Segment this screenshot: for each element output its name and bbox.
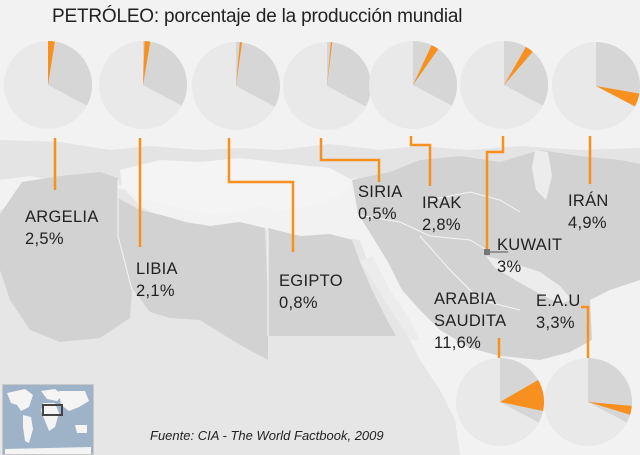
kuwait-marker	[484, 249, 490, 255]
label-iran: IRÁN 4,9%	[568, 190, 609, 234]
label-arabia-saudita: ARABIA SAUDITA 11,6%	[434, 288, 506, 354]
country-value: 0,5%	[358, 205, 397, 223]
country-name: EGIPTO	[279, 272, 343, 290]
pie-ir-n	[552, 42, 640, 130]
country-name: ARABIA	[434, 290, 497, 308]
label-argelia: ARGELIA 2,5%	[25, 206, 99, 250]
country-name: SIRIA	[358, 183, 403, 201]
world-map-icon	[3, 385, 93, 454]
country-name: LIBIA	[136, 260, 178, 278]
label-kuwait: KUWAIT 3%	[497, 234, 562, 278]
country-name-line2: SAUDITA	[434, 312, 507, 330]
label-siria: SIRIA 0,5%	[358, 181, 403, 225]
label-egipto: EGIPTO 0,8%	[279, 270, 343, 314]
country-name: IRAK	[422, 194, 462, 212]
pie-e-a-u	[544, 358, 632, 446]
country-value: 2,5%	[25, 230, 64, 248]
pie-egipto	[192, 42, 280, 130]
country-name: KUWAIT	[497, 236, 563, 254]
country-value: 3,3%	[536, 314, 575, 332]
world-locator-map	[2, 384, 94, 455]
country-name: IRÁN	[568, 192, 609, 210]
label-eau: E.A.U 3,3%	[536, 290, 581, 334]
locator-box	[42, 404, 63, 416]
pie-argelia	[4, 41, 92, 129]
label-irak: IRAK 2,8%	[422, 192, 462, 236]
pie-arabia-saudita	[456, 358, 544, 446]
country-value: 0,8%	[279, 294, 318, 312]
label-libia: LIBIA 2,1%	[136, 258, 178, 302]
country-value: 11,6%	[434, 334, 482, 352]
country-value: 3%	[497, 258, 522, 276]
country-value: 4,9%	[568, 214, 607, 232]
pie-irak	[369, 41, 457, 129]
country-name: E.A.U	[536, 292, 581, 310]
pie-kuwait	[460, 41, 548, 129]
pie-siria	[283, 42, 371, 130]
country-name: ARGELIA	[25, 208, 99, 226]
country-value: 2,1%	[136, 282, 175, 300]
pie-libia	[99, 41, 187, 129]
country-value: 2,8%	[422, 216, 461, 234]
source-note: Fuente: CIA - The World Factbook, 2009	[150, 428, 384, 443]
chart-title: PETRÓLEO: porcentaje de la producción mu…	[52, 6, 463, 27]
